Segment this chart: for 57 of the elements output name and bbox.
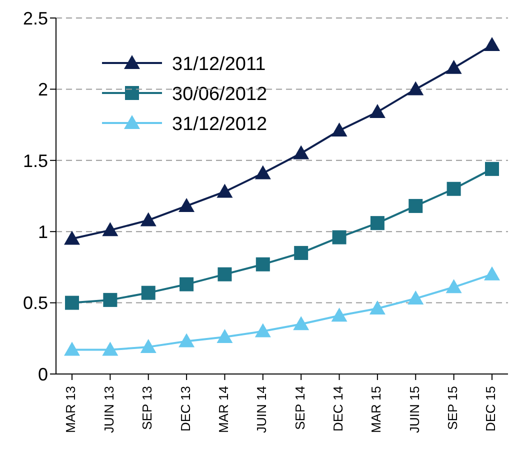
point bbox=[446, 60, 462, 74]
point bbox=[332, 230, 346, 244]
x-tick-label: MAR 15 bbox=[368, 386, 384, 433]
y-tick-label: 1.5 bbox=[22, 150, 48, 171]
point bbox=[408, 290, 424, 305]
point bbox=[331, 122, 348, 136]
x-tick-label: DEC 14 bbox=[330, 386, 346, 432]
point bbox=[178, 198, 195, 212]
point bbox=[446, 182, 461, 196]
y-tick-label: 2 bbox=[38, 80, 48, 100]
point bbox=[64, 342, 80, 356]
point bbox=[485, 162, 499, 176]
x-tick-label: SEP 15 bbox=[445, 386, 460, 430]
point bbox=[140, 338, 156, 353]
x-tick-label: SEP 13 bbox=[140, 386, 155, 430]
y-tick-label: 1 bbox=[38, 222, 48, 242]
point bbox=[408, 81, 424, 96]
y-tick-label: 0 bbox=[38, 364, 48, 384]
point bbox=[216, 328, 233, 343]
legend-label: 31/12/2011 bbox=[172, 54, 266, 75]
point bbox=[254, 323, 271, 338]
point bbox=[216, 184, 233, 198]
point bbox=[254, 165, 271, 180]
point bbox=[484, 37, 500, 52]
point bbox=[140, 212, 156, 226]
legend-label: 30/06/2012 bbox=[172, 84, 268, 105]
point bbox=[178, 333, 195, 348]
point bbox=[369, 104, 386, 118]
y-tick-label: 2.5 bbox=[22, 8, 48, 28]
x-tick-label: JUIN 13 bbox=[101, 386, 116, 433]
point bbox=[141, 286, 156, 300]
point bbox=[102, 342, 118, 356]
point bbox=[218, 267, 232, 282]
x-tick-label: JUIN 15 bbox=[406, 386, 422, 433]
point bbox=[64, 230, 80, 245]
point bbox=[484, 266, 500, 280]
point bbox=[256, 257, 270, 272]
point bbox=[446, 279, 462, 294]
point bbox=[331, 308, 348, 322]
point bbox=[370, 216, 384, 230]
point bbox=[408, 198, 423, 213]
point bbox=[293, 145, 310, 160]
x-tick-label: MAR 14 bbox=[216, 386, 231, 433]
point bbox=[180, 277, 194, 292]
point bbox=[294, 246, 308, 260]
x-tick-label: DEC 15 bbox=[483, 386, 498, 432]
point bbox=[65, 296, 79, 310]
x-tick-label: DEC 13 bbox=[178, 386, 193, 432]
y-tick-label: 0.5 bbox=[22, 293, 48, 314]
x-tick-label: MAR 13 bbox=[63, 386, 78, 433]
point bbox=[293, 316, 310, 330]
x-tick-label: SEP 14 bbox=[292, 386, 308, 430]
point bbox=[103, 292, 118, 307]
legend-label: 31/12/2012 bbox=[172, 114, 268, 135]
point bbox=[102, 222, 118, 236]
point bbox=[369, 300, 386, 314]
x-tick-label: JUIN 14 bbox=[254, 386, 270, 433]
